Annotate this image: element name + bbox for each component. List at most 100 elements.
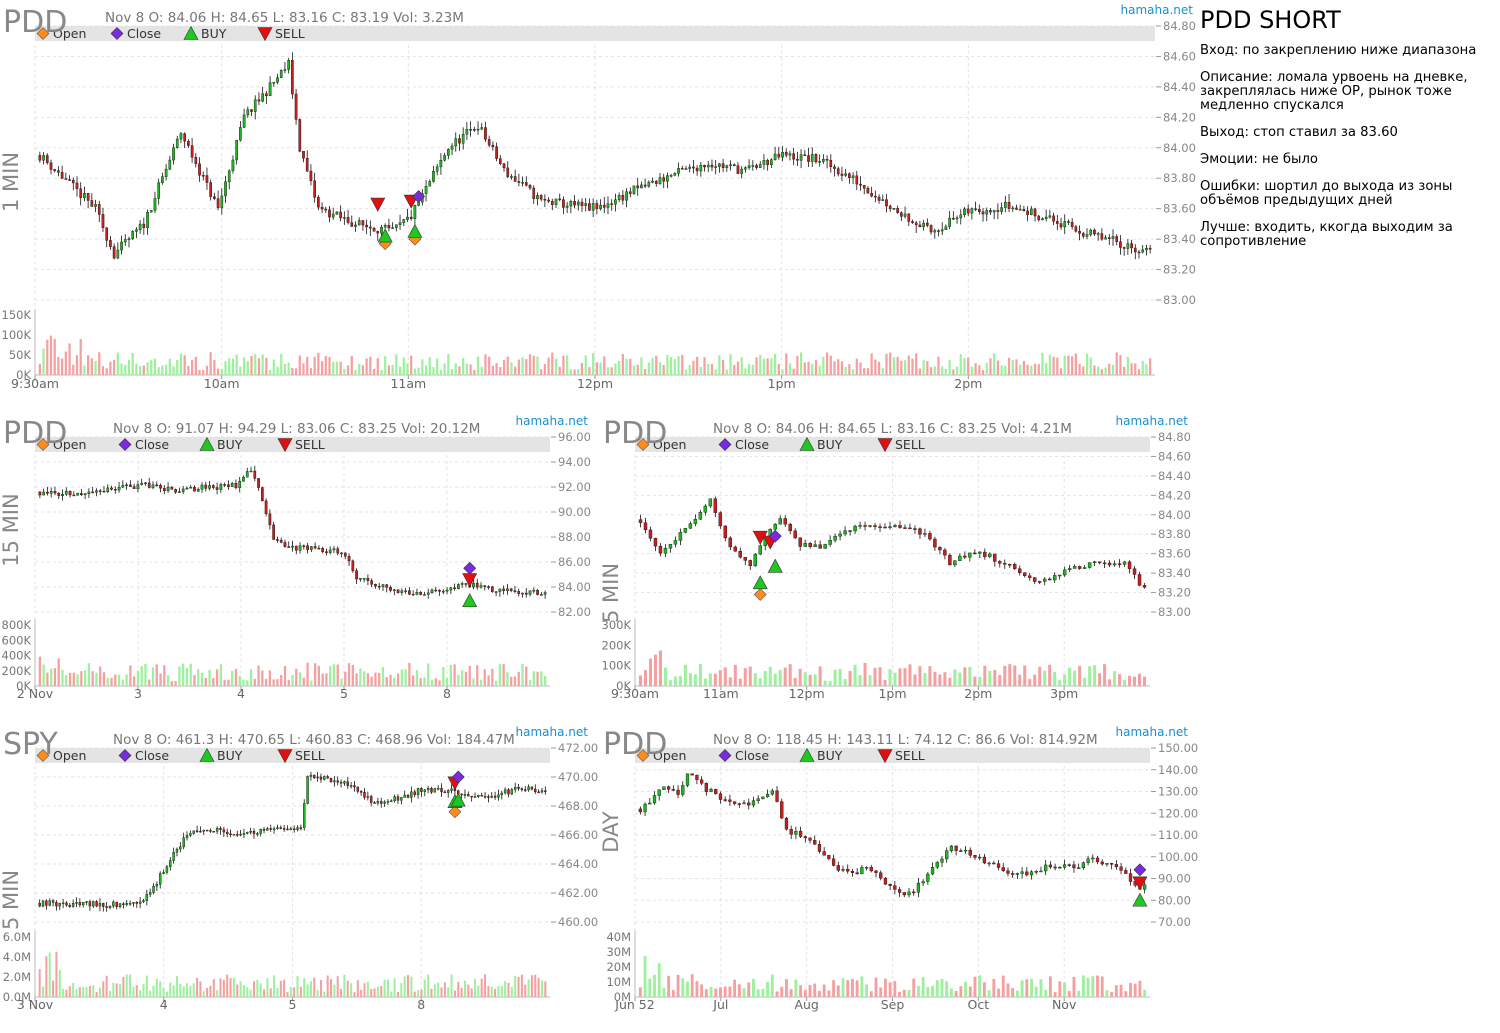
candle-body — [309, 774, 313, 777]
volume-bar — [878, 667, 882, 686]
volume-bar — [718, 670, 722, 686]
candle-body — [120, 241, 123, 251]
candle-body — [500, 792, 504, 796]
volume-bar — [525, 359, 528, 375]
candle-body — [83, 493, 87, 496]
volume-bar — [640, 357, 643, 375]
y-tick-label: 84.40 — [1163, 80, 1196, 94]
volume-bar — [161, 365, 164, 375]
volume-bar — [463, 980, 466, 997]
volume-bar — [1030, 978, 1033, 997]
candle-body — [469, 129, 472, 131]
volume-bar — [517, 359, 520, 375]
x-tick-label: Nov — [1052, 997, 1077, 1012]
candle-body — [1093, 229, 1096, 235]
volume-bar — [437, 982, 440, 997]
volume-bar — [1044, 989, 1048, 997]
candle-body — [528, 185, 532, 189]
candle-body — [175, 138, 179, 148]
candle-body — [220, 195, 224, 208]
volume-bar — [502, 359, 506, 375]
volume-bar — [785, 353, 788, 375]
sell-marker — [257, 27, 273, 42]
candle-body — [818, 544, 822, 549]
candle-body — [256, 833, 259, 835]
volume-bar — [242, 679, 245, 686]
candle-body — [822, 851, 826, 856]
candle-body — [938, 546, 942, 551]
candle-body — [102, 490, 106, 493]
candle-body — [1018, 209, 1022, 211]
volume-bar — [400, 669, 403, 686]
volume-bar — [673, 359, 676, 375]
candle-body — [86, 193, 90, 201]
candle-body — [106, 487, 110, 493]
volume-tick-label: 2.0M — [3, 970, 31, 984]
candle-body — [710, 164, 714, 168]
volume-bar — [709, 986, 713, 997]
candle-body — [109, 240, 112, 247]
volume-bar — [38, 656, 42, 686]
volume-bar — [487, 985, 490, 997]
candle-body — [1062, 864, 1067, 868]
volume-bar — [1038, 666, 1042, 686]
candle-body — [441, 590, 445, 593]
candle-body — [968, 849, 972, 856]
volume-bar — [209, 352, 212, 375]
candle-body — [758, 164, 762, 168]
candle-body — [841, 868, 845, 871]
candle-body — [736, 165, 740, 174]
candle-body — [703, 505, 708, 513]
volume-bar — [915, 353, 918, 375]
candle-body — [305, 157, 309, 172]
candle-body — [823, 544, 827, 549]
volume-bar — [234, 668, 238, 686]
volume-bar — [427, 974, 430, 997]
volume-bar — [88, 985, 91, 997]
candle-body — [827, 855, 831, 859]
candle-body — [743, 557, 748, 561]
candle-body — [978, 209, 981, 212]
volume-bar — [662, 987, 666, 997]
volume-tick-label: 200K — [2, 664, 32, 678]
volume-bar — [766, 981, 770, 997]
volume-bar — [884, 978, 887, 997]
volume-bar — [796, 355, 799, 375]
buy-marker — [1132, 892, 1148, 907]
candle-body — [400, 797, 403, 801]
y-tick-label: 472.00 — [558, 741, 598, 755]
candle-body — [472, 582, 475, 588]
volume-bar — [853, 664, 857, 686]
volume-bar — [296, 976, 299, 997]
candle-body — [366, 796, 370, 798]
volume-bar — [1045, 363, 1048, 375]
candle-body — [509, 588, 513, 591]
ohlc-info: Nov 8 O: 118.45 H: 143.11 L: 74.12 C: 86… — [713, 732, 1098, 748]
candle-body — [101, 214, 105, 228]
volume-bar — [978, 365, 981, 375]
volume-bar — [76, 674, 79, 686]
candle-body — [996, 210, 1000, 212]
open-marker — [36, 27, 50, 40]
volume-bar — [998, 674, 1002, 686]
volume-bar — [644, 369, 647, 375]
candle-body — [1119, 866, 1123, 871]
candle-body — [998, 561, 1002, 564]
volume-bar — [249, 669, 253, 686]
open-marker — [36, 749, 50, 762]
candle-body — [1077, 566, 1082, 569]
candle-body — [175, 848, 179, 853]
volume-bar — [580, 362, 584, 375]
candle-body — [396, 796, 400, 801]
candle-body — [229, 833, 232, 836]
candle-body — [762, 160, 766, 165]
candle-body — [885, 199, 888, 207]
volume-bar — [1071, 356, 1074, 375]
candle-body — [1013, 564, 1017, 569]
volume-bar — [718, 355, 721, 375]
candle-body — [744, 167, 747, 170]
y-tick-label: 462.00 — [558, 886, 598, 900]
volume-bar — [723, 667, 727, 686]
volume-bar — [1111, 364, 1115, 375]
volume-bar — [931, 985, 934, 997]
